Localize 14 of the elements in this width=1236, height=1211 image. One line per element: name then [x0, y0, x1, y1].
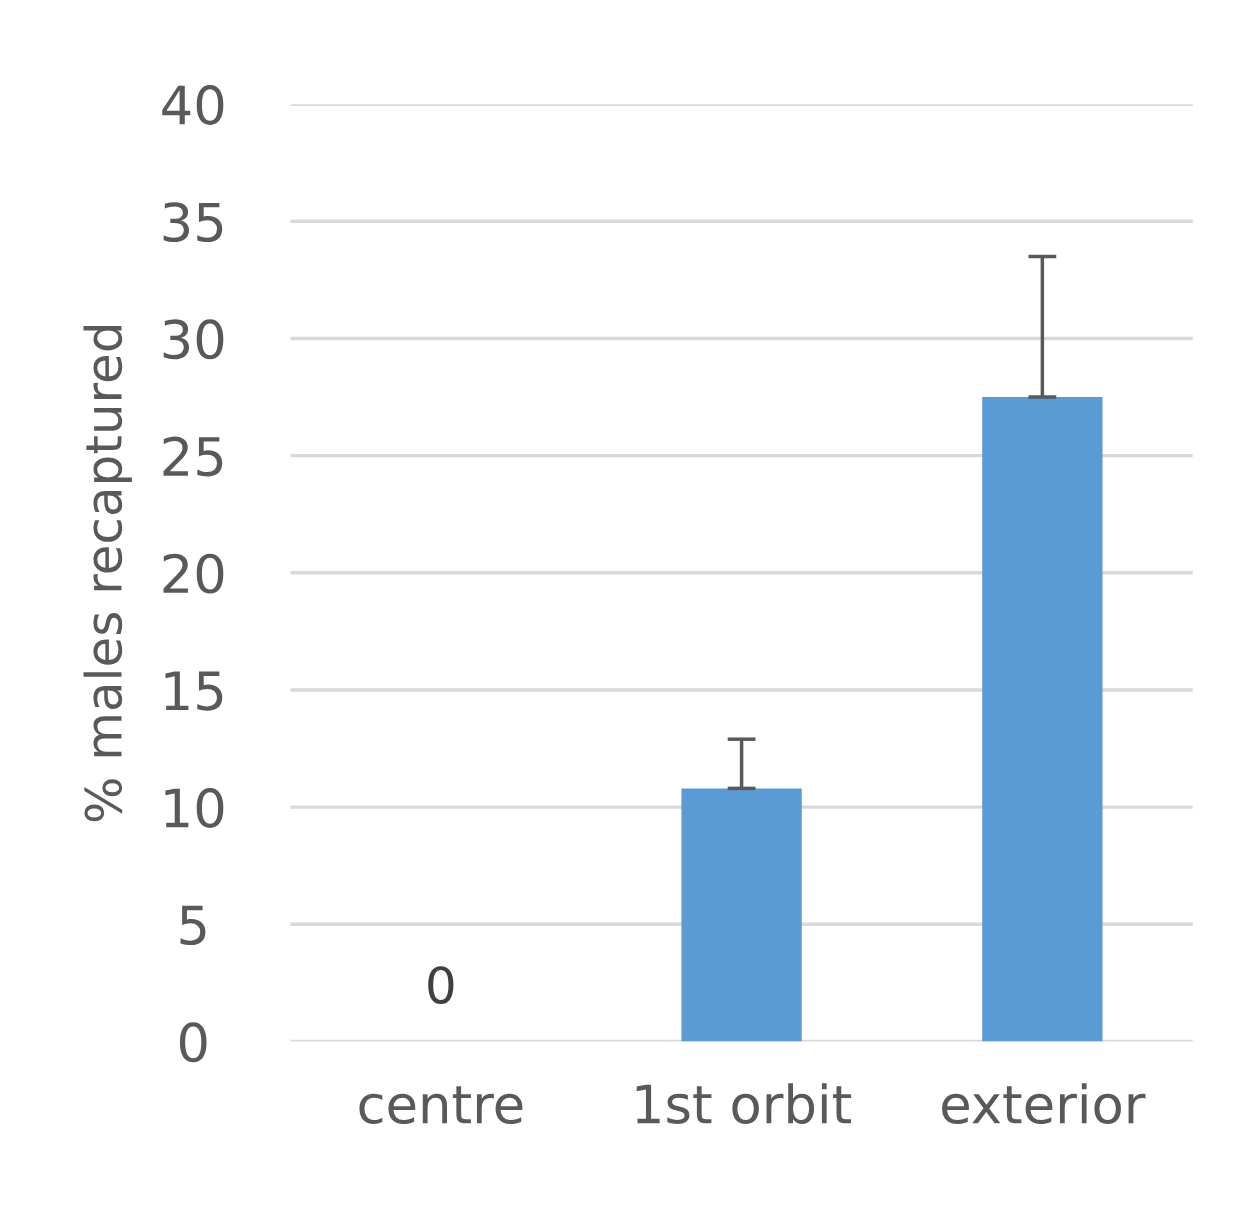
x-tick-label: 1st orbit [636, 1083, 852, 1124]
y-tick-label: 0 [179, 1022, 207, 1063]
x-tick-label: centre [359, 1086, 523, 1124]
y-tick-label: 25 [163, 436, 223, 477]
y-axis-title: % males recaptured [83, 326, 132, 822]
y-tick-label: 35 [163, 202, 223, 243]
data-label: 0 [428, 966, 454, 1004]
y-tick-label: 40 [162, 85, 224, 125]
y-tick-label: 15 [165, 671, 223, 711]
y-tick-label: 30 [163, 319, 224, 360]
x-tick-label: exterior [942, 1083, 1146, 1124]
y-tick-label: 5 [180, 905, 206, 946]
y-tick-label: 20 [163, 553, 224, 594]
y-tick-label: 10 [165, 788, 224, 828]
